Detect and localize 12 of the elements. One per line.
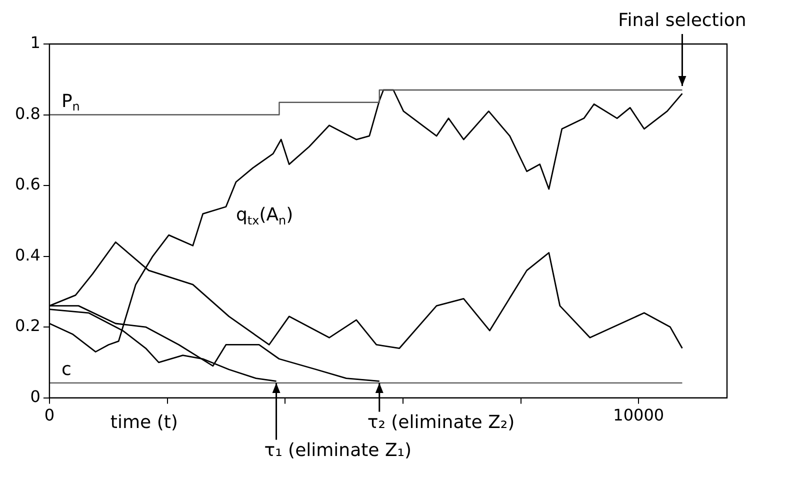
series-label: c xyxy=(61,358,72,380)
x-axis-title: time (t) xyxy=(110,412,178,433)
annotation: Final selection xyxy=(618,10,746,31)
y-tick-label: 0.6 xyxy=(14,174,40,194)
y-tick-label: 0.2 xyxy=(14,316,40,336)
y-tick-label: 1 xyxy=(30,33,40,52)
annotation: τ₂ (eliminate Z₂) xyxy=(367,412,515,433)
y-tick-label: 0.4 xyxy=(14,245,40,264)
y-tick-label: 0 xyxy=(30,386,40,406)
x-tick-label: 10000 xyxy=(613,406,664,425)
y-tick-label: 0.8 xyxy=(14,104,40,123)
annotation: τ₁ (eliminate Z₁) xyxy=(264,440,412,461)
